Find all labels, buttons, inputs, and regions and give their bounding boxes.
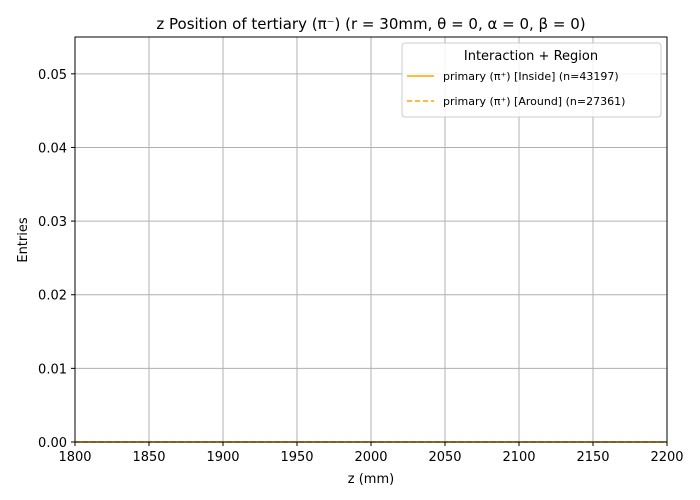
- x-tick-label: 1950: [280, 450, 313, 465]
- legend-title: Interaction + Region: [464, 49, 598, 64]
- x-tick-label: 1850: [132, 450, 165, 465]
- y-tick-label: 0.02: [38, 289, 67, 304]
- x-tick-label: 2200: [650, 450, 683, 465]
- y-tick-label: 0.01: [38, 362, 67, 377]
- x-tick-label: 2050: [428, 450, 461, 465]
- x-tick-label: 2000: [354, 450, 387, 465]
- y-axis-label: Entries: [16, 217, 31, 263]
- y-tick-label: 0.00: [38, 436, 67, 451]
- x-tick-label: 2100: [502, 450, 535, 465]
- y-tick-label: 0.05: [38, 68, 67, 83]
- legend-entry-around: primary (π⁺) [Around] (n=27361): [443, 95, 625, 108]
- y-tick-label: 0.04: [38, 141, 67, 156]
- y-axis-ticks: 0.00 0.01 0.02 0.03 0.04 0.05: [38, 68, 75, 451]
- x-tick-label: 2150: [576, 450, 609, 465]
- legend: Interaction + Region primary (π⁺) [Insid…: [401, 42, 662, 118]
- legend-entry-inside: primary (π⁺) [Inside] (n=43197): [443, 70, 619, 83]
- x-axis-label: z (mm): [348, 472, 394, 487]
- x-axis-ticks: 1800 1850 1900 1950 2000 2050 2100 2150 2200: [58, 442, 684, 465]
- y-tick-label: 0.03: [38, 215, 67, 230]
- legend-box: [401, 42, 662, 118]
- x-tick-label: 1900: [206, 450, 239, 465]
- chart-title: z Position of tertiary (π⁻) (r = 30mm, θ…: [156, 15, 585, 33]
- x-tick-label: 1800: [58, 450, 91, 465]
